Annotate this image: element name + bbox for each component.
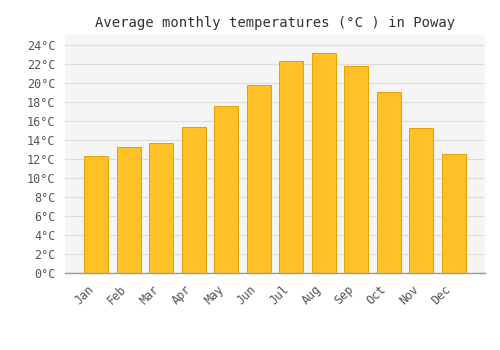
Bar [442,154,466,273]
Bar [344,66,368,273]
Bar [116,147,141,273]
Bar [149,142,174,273]
Bar [84,156,108,273]
Bar [182,127,206,273]
Bar [214,106,238,273]
Title: Average monthly temperatures (°C ) in Poway: Average monthly temperatures (°C ) in Po… [95,16,455,30]
Bar [376,92,401,273]
Bar [312,53,336,273]
Bar [246,85,271,273]
Bar [409,128,434,273]
Bar [279,61,303,273]
